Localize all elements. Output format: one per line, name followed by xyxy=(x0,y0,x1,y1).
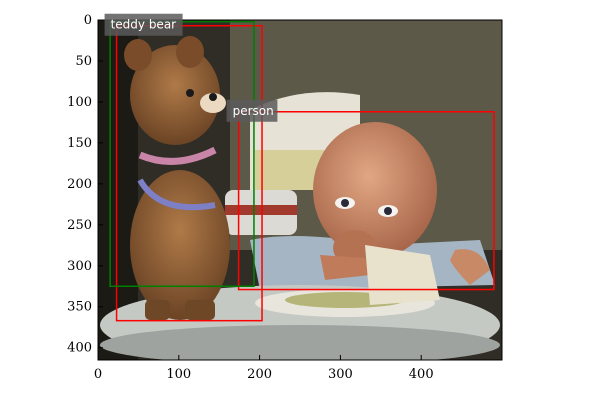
teddy-bear-shape xyxy=(130,170,230,320)
y-tick-label: 250 xyxy=(67,218,92,233)
y-tick-label: 100 xyxy=(67,95,92,110)
detection-boxes: teddy bear person xyxy=(104,13,495,322)
y-axis-ticks: 0 50 100 150 200 250 300 350 400 xyxy=(67,13,103,356)
y-tick-label: 200 xyxy=(67,177,92,192)
x-tick-label: 0 xyxy=(94,367,102,382)
baby-face-shape xyxy=(313,122,437,258)
y-tick-label: 150 xyxy=(67,136,92,151)
label-background xyxy=(104,13,183,36)
label-background xyxy=(226,99,278,122)
x-axis-ticks: 0 100 200 300 400 xyxy=(94,355,434,382)
photo xyxy=(98,20,502,360)
y-tick-label: 350 xyxy=(67,300,92,315)
detection-label: teddy bear xyxy=(104,13,183,36)
y-tick-label: 400 xyxy=(67,341,92,356)
x-tick-label: 300 xyxy=(328,367,353,382)
plot-frame xyxy=(97,19,503,361)
x-tick-label: 200 xyxy=(247,367,272,382)
x-tick-label: 400 xyxy=(409,367,434,382)
detection-label-text: teddy bear xyxy=(111,18,177,32)
y-tick-label: 0 xyxy=(84,13,92,28)
y-tick-label: 50 xyxy=(75,54,92,69)
bounding-box-teddy-bear xyxy=(115,24,263,322)
bounding-box-person xyxy=(237,111,495,291)
detection-label-text: person xyxy=(233,104,274,118)
y-tick-label: 300 xyxy=(67,259,92,274)
x-tick-label: 100 xyxy=(166,367,191,382)
detection-label: person xyxy=(226,99,278,122)
